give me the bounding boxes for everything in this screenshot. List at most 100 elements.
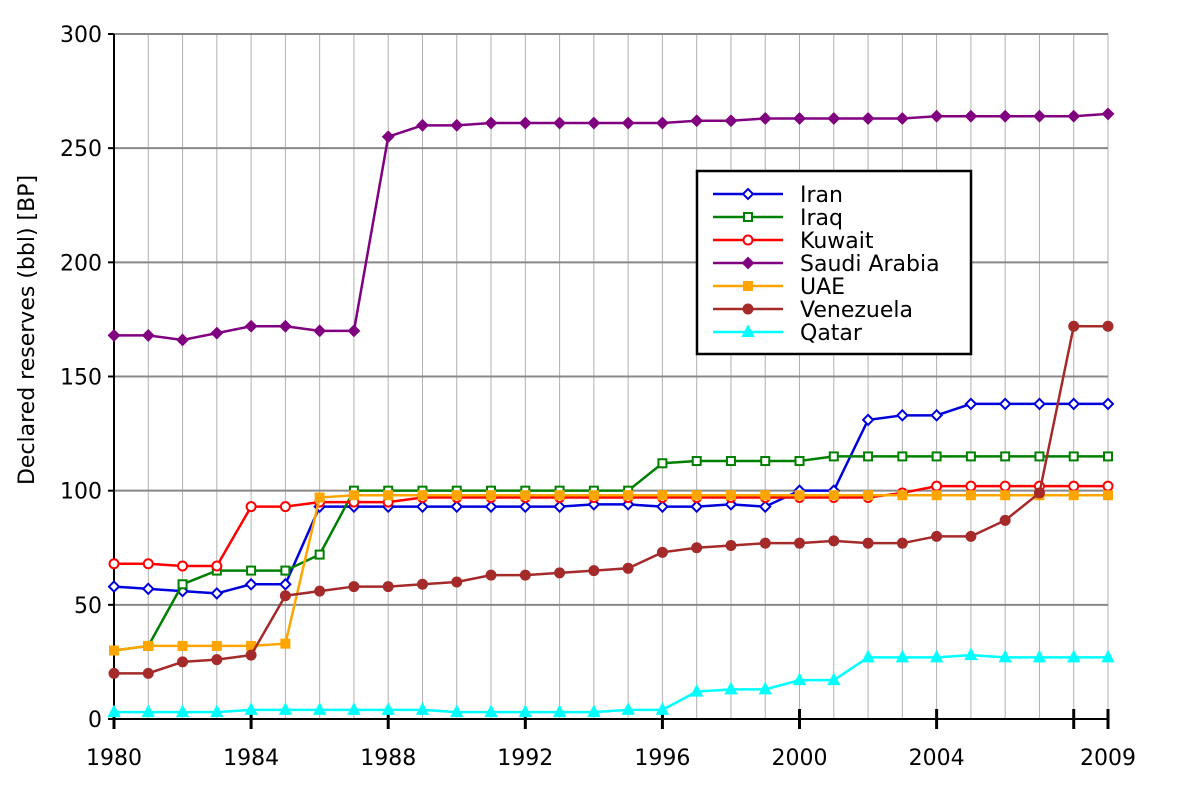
legend-label-qatar: Qatar <box>800 321 863 346</box>
data-point-venezuela <box>211 654 223 666</box>
data-point-qatar <box>1032 649 1047 663</box>
data-point-iran <box>1067 397 1081 411</box>
data-point-saudi-arabia <box>861 112 875 125</box>
data-point-kuwait <box>108 558 120 570</box>
data-point-uae <box>828 490 839 501</box>
data-point-venezuela <box>108 667 120 679</box>
data-point-kuwait <box>279 501 291 513</box>
y-tick-label: 0 <box>88 708 102 733</box>
data-point-venezuela <box>828 535 840 547</box>
y-tick-label: 200 <box>60 251 102 276</box>
data-point-kuwait <box>999 480 1011 492</box>
data-point-saudi-arabia <box>278 319 292 333</box>
data-point-qatar <box>244 702 258 715</box>
data-point-uae <box>348 490 359 501</box>
data-point-kuwait <box>1102 480 1114 492</box>
data-point-uae <box>691 490 702 501</box>
data-point-qatar <box>758 681 772 695</box>
data-point-venezuela <box>1033 487 1045 499</box>
data-point-venezuela <box>656 546 668 558</box>
data-point-saudi-arabia <box>1101 107 1115 121</box>
data-point-uae <box>760 490 771 501</box>
legend-label-saudi-arabia: Saudi Arabia <box>800 252 940 277</box>
data-point-qatar <box>998 649 1012 663</box>
data-point-venezuela <box>519 569 531 581</box>
data-point-qatar <box>587 704 601 718</box>
series-lines <box>107 107 1115 718</box>
data-point-venezuela <box>416 578 428 590</box>
data-point-uae <box>931 490 942 501</box>
data-point-saudi-arabia <box>895 112 909 125</box>
data-point-saudi-arabia <box>141 328 155 342</box>
data-point-uae <box>897 490 908 501</box>
data-point-qatar <box>621 702 635 715</box>
data-point-iran <box>518 500 532 514</box>
data-point-uae <box>1000 490 1011 501</box>
legend-label-kuwait: Kuwait <box>800 229 874 254</box>
data-point-venezuela <box>965 530 977 542</box>
data-point-kuwait <box>211 560 223 572</box>
data-point-iraq <box>314 549 325 560</box>
data-point-iraq <box>657 458 668 469</box>
data-point-iran <box>690 500 704 514</box>
data-point-iraq <box>1068 451 1079 462</box>
grid-lines <box>113 33 1109 719</box>
data-point-saudi-arabia <box>724 114 738 128</box>
data-point-qatar <box>655 702 670 715</box>
data-point-iran <box>930 408 944 422</box>
data-point-uae <box>623 490 634 501</box>
data-point-venezuela <box>382 581 394 593</box>
data-point-iraq <box>280 565 291 576</box>
data-point-uae <box>725 490 736 501</box>
data-point-qatar <box>484 704 498 718</box>
data-point-saudi-arabia <box>553 116 567 130</box>
data-point-venezuela <box>862 537 874 549</box>
data-point-uae <box>657 490 668 501</box>
y-tick-label: 50 <box>74 594 102 619</box>
data-point-iran <box>861 413 875 427</box>
data-point-venezuela <box>245 649 257 661</box>
data-point-kuwait <box>1068 480 1080 492</box>
data-point-iran <box>964 397 978 411</box>
data-point-venezuela <box>1068 320 1080 332</box>
legend-label-iraq: Iraq <box>800 206 843 231</box>
data-point-saudi-arabia <box>758 112 772 125</box>
data-point-venezuela <box>485 569 497 581</box>
data-point-uae <box>588 490 599 501</box>
data-point-iran <box>553 500 567 514</box>
data-point-uae <box>417 490 428 501</box>
data-point-uae <box>451 490 462 501</box>
data-point-iraq <box>1103 451 1113 462</box>
data-point-uae <box>794 490 805 501</box>
data-point-iraq <box>828 451 839 462</box>
data-point-qatar <box>175 704 190 718</box>
x-tick-label: 2000 <box>772 746 828 771</box>
data-point-iraq <box>965 451 976 462</box>
data-point-venezuela <box>622 562 634 574</box>
data-point-uae <box>486 490 497 501</box>
data-point-qatar <box>1101 649 1115 663</box>
legend-marker-venezuela <box>742 303 754 315</box>
data-point-venezuela <box>279 590 291 602</box>
data-point-venezuela <box>314 585 326 597</box>
data-point-iran <box>895 408 909 422</box>
data-point-qatar <box>141 704 155 718</box>
data-point-saudi-arabia <box>998 109 1012 123</box>
data-point-iraq <box>725 455 736 466</box>
series-line-iraq <box>113 455 1108 652</box>
series-iraq <box>109 451 1113 656</box>
data-point-saudi-arabia <box>176 333 189 347</box>
data-point-uae <box>383 490 394 501</box>
data-point-venezuela <box>177 656 189 668</box>
data-point-uae <box>211 640 222 651</box>
data-point-qatar <box>450 704 464 718</box>
legend-label-iran: Iran <box>800 183 843 208</box>
data-point-saudi-arabia <box>621 116 635 130</box>
data-point-uae <box>143 640 154 651</box>
data-point-iran <box>210 587 224 600</box>
x-tick-label: 2004 <box>909 746 965 771</box>
data-point-saudi-arabia <box>484 116 498 130</box>
data-point-saudi-arabia <box>964 109 978 123</box>
x-tick-label: 1988 <box>360 746 416 771</box>
